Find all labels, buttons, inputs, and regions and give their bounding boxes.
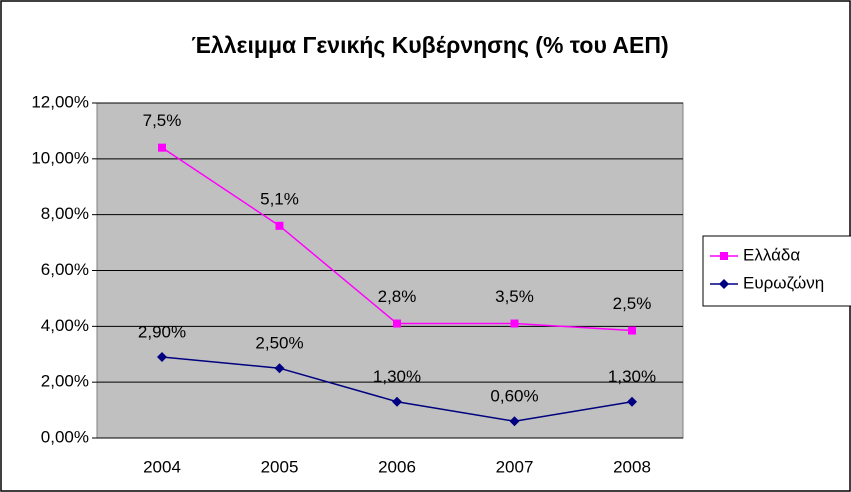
legend-box bbox=[702, 235, 851, 307]
x-tick-label: 2005 bbox=[261, 457, 299, 476]
marker bbox=[157, 352, 167, 363]
marker bbox=[274, 363, 285, 374]
marker bbox=[510, 319, 519, 328]
y-tick-label: 2,00% bbox=[41, 372, 89, 391]
y-tick-label: 0,00% bbox=[41, 427, 89, 446]
marker bbox=[719, 279, 729, 289]
point-annotation: 2,8% bbox=[378, 287, 417, 306]
data-label: 2,50% bbox=[255, 334, 303, 353]
point-annotation: 3,5% bbox=[495, 287, 534, 306]
data-label: 1,30% bbox=[373, 367, 421, 386]
point-annotation: 2,5% bbox=[613, 294, 652, 313]
legend-label: Ευρωζώνη bbox=[743, 273, 824, 292]
y-tick-label: 12,00% bbox=[31, 92, 89, 111]
marker bbox=[627, 396, 637, 407]
point-annotation: 7,5% bbox=[143, 111, 182, 130]
chart-title: Έλλειμμα Γενικής Κυβέρνησης (% του ΑΕΠ) bbox=[191, 32, 668, 58]
point-annotation: 5,1% bbox=[260, 189, 299, 208]
x-tick-label: 2008 bbox=[613, 457, 651, 476]
legend-label: Ελλάδα bbox=[743, 245, 800, 264]
marker bbox=[628, 326, 636, 335]
data-label: 1,30% bbox=[608, 367, 656, 386]
marker bbox=[720, 252, 728, 260]
y-tick-label: 4,00% bbox=[41, 316, 89, 335]
data-label: 0,60% bbox=[490, 387, 538, 406]
x-tick-label: 2007 bbox=[496, 457, 534, 476]
y-tick-label: 10,00% bbox=[31, 148, 89, 167]
x-tick-label: 2004 bbox=[143, 457, 181, 476]
marker bbox=[275, 221, 284, 230]
marker bbox=[393, 319, 401, 328]
marker bbox=[392, 396, 402, 407]
y-tick-label: 8,00% bbox=[41, 204, 89, 223]
data-label: 2,90% bbox=[138, 323, 186, 342]
marker bbox=[509, 416, 520, 427]
x-tick-label: 2006 bbox=[378, 457, 416, 476]
y-tick-label: 6,00% bbox=[41, 260, 89, 279]
marker bbox=[158, 143, 166, 152]
